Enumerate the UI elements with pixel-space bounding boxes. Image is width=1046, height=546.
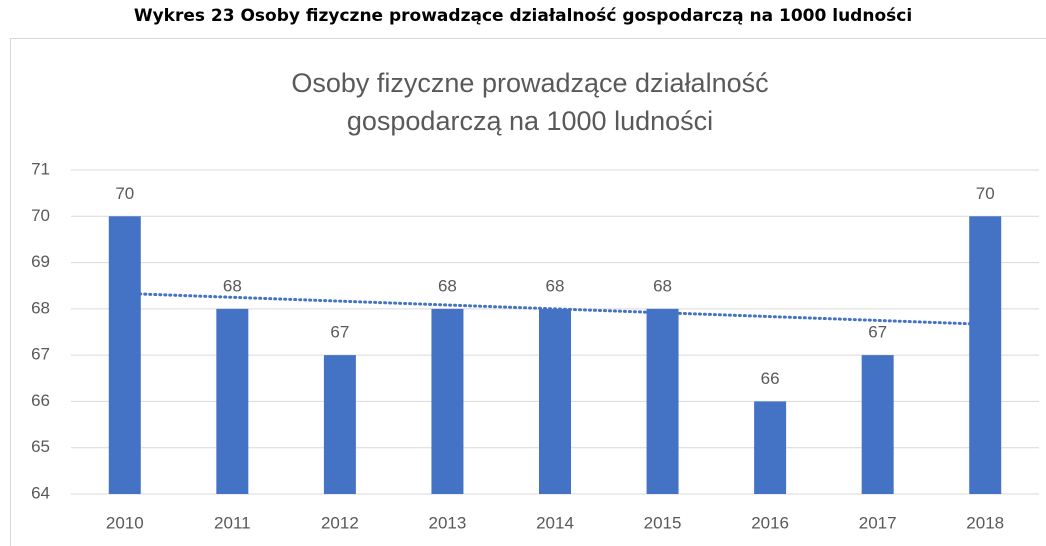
bar: [754, 401, 787, 494]
value-label: 67: [868, 323, 887, 342]
x-tick-label: 2010: [106, 513, 144, 532]
bar: [861, 355, 894, 494]
value-label: 68: [223, 276, 242, 295]
x-tick-label: 2018: [966, 513, 1004, 532]
chart-title: Osoby fizyczne prowadzące działalność go…: [291, 68, 769, 136]
y-tick-label: 69: [31, 252, 50, 271]
trendline: [123, 291, 987, 326]
chart-border: [10, 38, 1046, 546]
x-tick-label: 2011: [214, 513, 251, 532]
y-tick-label: 68: [31, 298, 50, 317]
x-tick-label: 2017: [859, 513, 897, 532]
bar: [431, 308, 464, 494]
value-label: 70: [115, 184, 134, 203]
bar: [323, 355, 356, 494]
value-label: 68: [438, 276, 457, 295]
x-tick-label: 2015: [644, 513, 682, 532]
bar: [646, 308, 679, 494]
value-label: 68: [546, 276, 565, 295]
y-tick-label: 71: [31, 159, 50, 178]
x-tick-label: 2016: [751, 513, 789, 532]
x-tick-label: 2014: [536, 513, 574, 532]
bar: [216, 308, 249, 494]
x-tick-label: 2013: [429, 513, 467, 532]
y-tick-label: 65: [31, 437, 50, 456]
caption: Wykres 23 Osoby fizyczne prowadzące dzia…: [133, 6, 913, 26]
bar: [108, 216, 141, 495]
value-label: 70: [976, 184, 995, 203]
value-label: 67: [330, 323, 349, 342]
y-tick-label: 66: [31, 391, 50, 410]
y-tick-label: 64: [31, 483, 50, 502]
bar: [539, 308, 571, 494]
value-label: 66: [761, 369, 780, 388]
bar: [969, 216, 1002, 495]
y-tick-label: 67: [31, 345, 50, 364]
y-tick-label: 70: [31, 206, 50, 225]
x-tick-label: 2012: [321, 513, 359, 532]
value-label: 68: [653, 276, 672, 295]
